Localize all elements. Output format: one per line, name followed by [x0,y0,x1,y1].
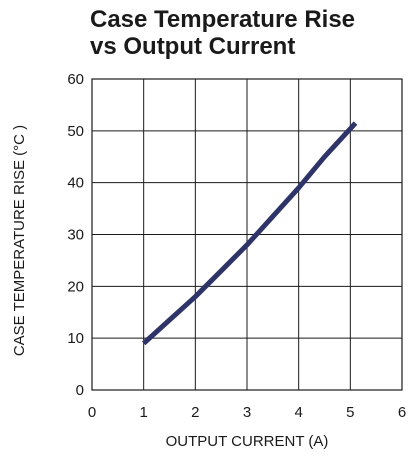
chart-title-line-1: Case Temperature Rise [90,6,356,33]
x-tick-label: 1 [139,404,147,421]
series-line [142,121,358,346]
plot-frame [91,78,403,391]
x-tick-label: 0 [88,404,96,421]
x-tick-label: 5 [346,404,354,421]
y-axis-label: CASE TEMPERATURE RISE (°C ) [11,125,28,356]
y-tick-label: 20 [67,278,84,295]
x-tick-label: 4 [294,404,302,421]
y-tick-label: 50 [67,123,84,140]
y-tick-label: 0 [76,382,84,399]
y-tick-label: 30 [67,227,84,244]
x-tick-label: 3 [243,404,251,421]
series-layer [142,121,358,346]
y-tick-label: 40 [67,175,84,192]
chart-title: Case Temperature Rise vs Output Current [90,6,410,60]
x-tick-label: 2 [191,404,199,421]
y-tick-label: 60 [67,71,84,88]
x-tick-label: 6 [398,404,406,421]
chart-title-line-2: vs Output Current [90,33,296,60]
x-axis-label: OUTPUT CURRENT (A) [166,433,329,450]
y-tick-label: 10 [67,330,84,347]
